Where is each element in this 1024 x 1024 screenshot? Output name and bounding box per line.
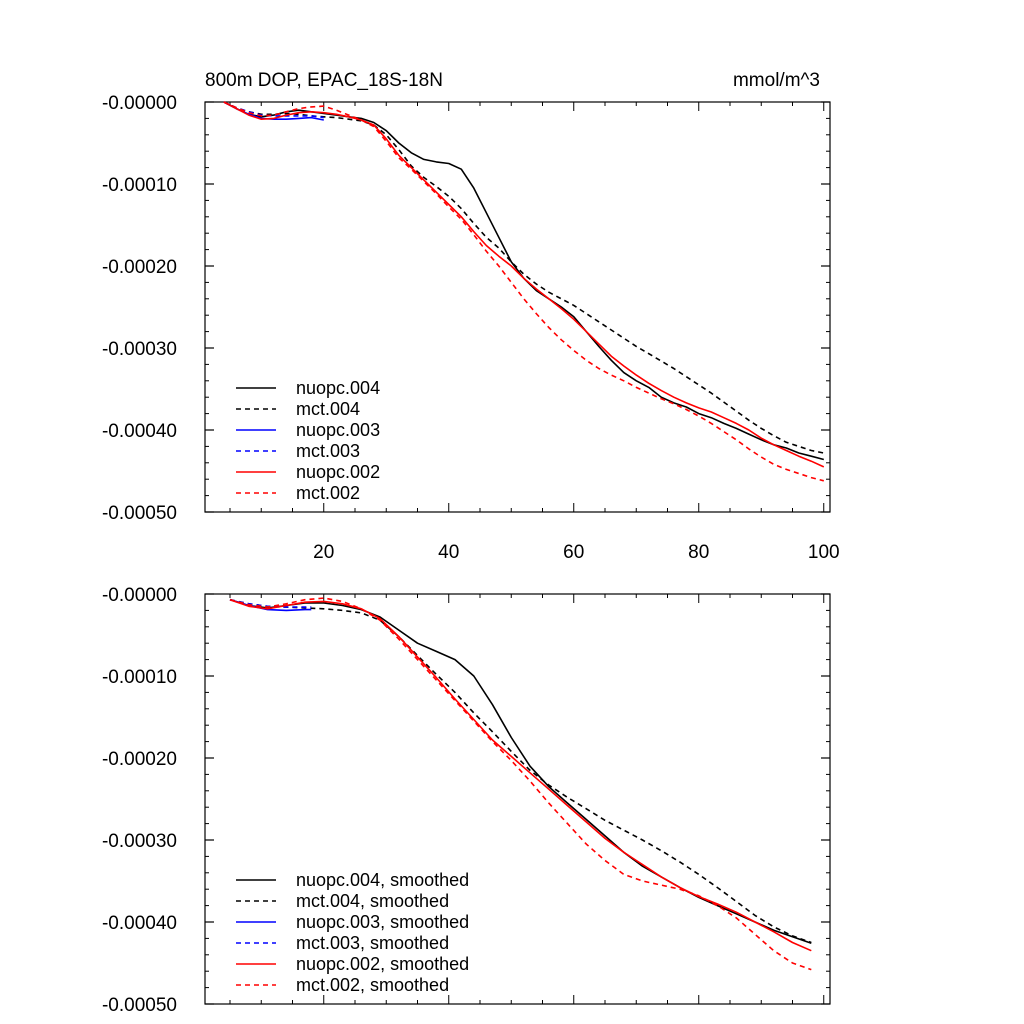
y-tick-label: -0.00000	[102, 93, 177, 114]
y-tick-label: -0.00040	[102, 913, 177, 934]
legend-label-nuopc-004: nuopc.004	[296, 378, 380, 398]
legend-label-mct-004: mct.004	[296, 399, 360, 419]
y-tick-label: -0.00030	[102, 831, 177, 852]
y-tick-label: -0.00030	[102, 339, 177, 360]
bottom-panel: -0.00000 -0.00010 -0.00020 -0.00030 -0.00040…	[102, 585, 831, 1016]
series-line-mct-002	[223, 101, 824, 482]
plot-frame	[204, 101, 831, 513]
x-tick-label: 60	[563, 542, 584, 563]
legend-label-mct-003-smoothed: mct.003, smoothed	[296, 933, 449, 953]
y-tick-label: -0.00020	[102, 749, 177, 770]
legend-label-mct-002-smoothed: mct.002, smoothed	[296, 975, 449, 995]
y-tick-label: -0.00010	[102, 175, 177, 196]
series-line-nuopc-002	[223, 101, 825, 468]
y-tick-label: -0.00050	[102, 503, 177, 524]
x-tick-label: 20	[313, 542, 334, 563]
series-line-nuopc-002-smoothed	[229, 598, 812, 952]
legend-label-mct-002: mct.002	[296, 483, 360, 503]
y-tick-label: -0.00000	[102, 585, 177, 606]
y-tick-label: -0.00010	[102, 667, 177, 688]
y-tick-label: -0.00050	[102, 995, 177, 1016]
top-panel: -0.00000 -0.00010 -0.00020 -0.00030 -0.00040…	[102, 93, 840, 563]
legend-label-nuopc-003-smoothed: nuopc.003, smoothed	[296, 912, 469, 932]
x-tick-label: 100	[808, 542, 840, 563]
plot-frame	[204, 593, 831, 1005]
legend-label-nuopc-002: nuopc.002	[296, 462, 380, 482]
legend-label-nuopc-002-smoothed: nuopc.002, smoothed	[296, 954, 469, 974]
y-tick-label: -0.00020	[102, 257, 177, 278]
x-tick-label: 40	[438, 542, 459, 563]
x-tick-label: 80	[688, 542, 709, 563]
y-tick-label: -0.00040	[102, 421, 177, 442]
series-line-mct-002-smoothed	[229, 597, 812, 971]
series-line-mct-004-smoothed	[229, 598, 812, 944]
legend-label-nuopc-004-smoothed: nuopc.004, smoothed	[296, 870, 469, 890]
legend-label-nuopc-003: nuopc.003	[296, 420, 380, 440]
legend-label-mct-004-smoothed: mct.004, smoothed	[296, 891, 449, 911]
legend-label-mct-003: mct.003	[296, 441, 360, 461]
chart-title: 800m DOP, EPAC_18S-18N	[205, 70, 443, 91]
units-label: mmol/m^3	[733, 70, 820, 91]
